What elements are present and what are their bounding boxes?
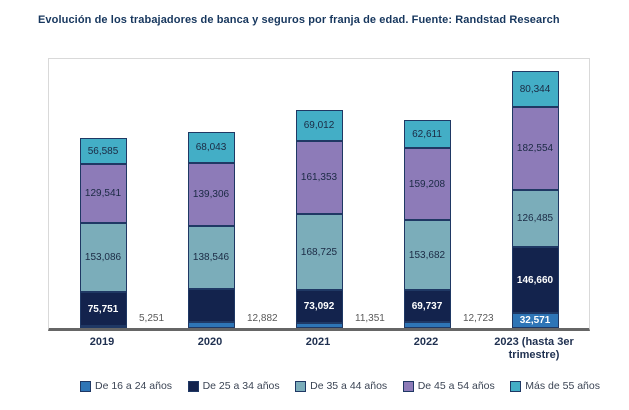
segment-value-label: 73,092 [303,301,335,312]
bar-segment: 80,344 [511,71,559,107]
legend-swatch [402,380,414,392]
legend-label: De 16 a 24 años [95,380,173,392]
bar-segment: 159,208 [403,148,451,220]
stacked-bar-2023: 32,571 146,660 126,485 182,554 80,344 [511,71,559,328]
segment-value-label: 32,571 [519,315,551,326]
segment-value-label: 80,344 [519,83,551,95]
segment-value-label: 69,737 [411,300,443,312]
legend-swatch [295,380,307,392]
bar-segment: 32,571 [511,313,559,328]
legend-label: De 45 a 54 años [417,380,495,392]
bar-segment: 68,043 [187,132,235,163]
segment-value-label: 168,725 [300,246,338,258]
segment-value-label: 56,585 [87,145,119,157]
bar-segment [187,289,235,322]
stacked-bar-2021: 73,092 168,725 161,353 69,012 [295,110,343,328]
bar-segment: 161,353 [295,141,343,214]
legend-swatch [80,380,91,392]
bar-segment: 62,611 [403,120,451,148]
segment-value-label: 129,541 [84,188,122,199]
x-axis-labels: 2019 2020 2021 2022 2023 (hasta 3er trimestr… [48,336,588,362]
segment-value-label: 68,043 [195,142,227,153]
bar-segment: 56,585 [79,138,127,164]
segment-value-label: 161,353 [300,172,338,183]
bar-segment: 75,751 [79,292,127,326]
bar-segment: 153,086 [79,223,127,292]
bar-segment: 129,541 [79,164,127,223]
x-axis-label: 2020 [197,336,223,348]
stacked-bar-2020: 138,546 139,306 68,043 [187,132,235,328]
bar-segment: 69,737 [403,290,451,322]
chart-title: Evolución de los trabajadores de banca y… [38,14,560,26]
legend-label: De 25 a 34 años [202,380,280,392]
segment-value-label: 182,554 [516,143,554,154]
stacked-bar-2022: 69,737 153,682 159,208 62,611 [403,120,451,328]
bar-segment: 73,092 [295,290,343,323]
bar-segment: 126,485 [511,190,559,247]
bar-segment: 138,546 [187,226,235,289]
bar-segment [79,326,127,328]
bar-segment: 146,660 [511,247,559,313]
legend-label: Más de 55 años [525,380,600,392]
bar-segment [403,322,451,328]
legend-swatch [510,380,522,392]
legend-item: De 16 a 24 años [80,380,172,392]
plot-area-frame: 5,251 75,751 153,086 129,541 56,585 12,882 138… [48,58,590,331]
legend-item: De 35 a 44 años [295,380,387,392]
segment-value-label: 5,251 [139,313,165,324]
legend-item: Más de 55 años [510,380,600,392]
bar-segment: 69,012 [295,110,343,141]
bar-segment [187,322,235,328]
stacked-bar-plot: 5,251 75,751 153,086 129,541 56,585 12,882 138… [49,59,589,328]
x-axis-label: 2023 (hasta 3er trimestre) [494,336,574,362]
segment-value-label: 159,208 [408,178,446,190]
segment-value-label: 139,306 [192,189,230,200]
x-axis-label: 2019 [89,336,115,348]
legend-item: De 25 a 34 años [187,380,280,392]
segment-value-label: 153,086 [84,252,122,263]
legend-label: De 35 a 44 años [310,380,388,392]
bar-segment: 182,554 [511,107,559,190]
segment-value-label: 69,012 [303,120,335,131]
segment-value-label: 153,682 [408,249,446,261]
bar-segment: 153,682 [403,220,451,290]
x-axis-label: 2021 [305,336,331,348]
stacked-bar-2019: 75,751 153,086 129,541 56,585 [79,138,127,328]
segment-value-label: 11,351 [355,313,385,324]
segment-value-label: 12,882 [247,313,278,324]
bar-segment: 168,725 [295,214,343,290]
segment-value-label: 126,485 [516,213,554,224]
bar-segment: 139,306 [187,163,235,226]
segment-value-label: 12,723 [463,313,494,324]
legend-item: De 45 a 54 años [402,380,495,392]
segment-value-label: 146,660 [516,274,554,286]
segment-value-label: 138,546 [192,252,230,263]
bar-segment [295,323,343,328]
segment-value-label: 75,751 [87,303,119,315]
chart-legend: De 16 a 24 años De 25 a 34 años De 35 a 44… [80,380,600,392]
segment-value-label: 62,611 [412,128,442,140]
x-axis-label: 2022 [413,336,439,348]
legend-swatch [187,380,199,392]
